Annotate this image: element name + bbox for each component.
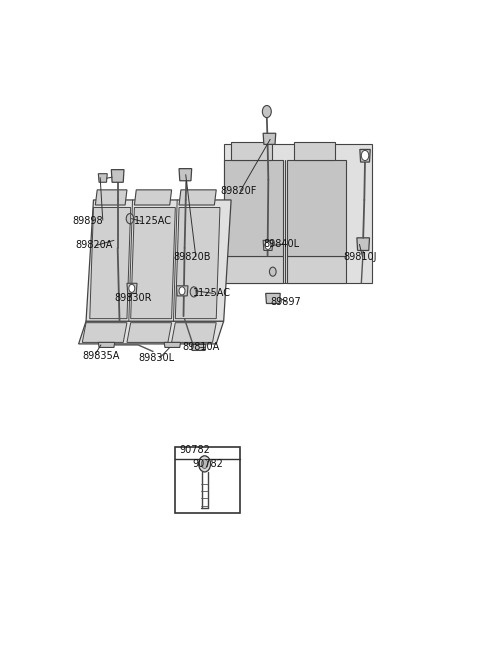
Text: 89830L: 89830L <box>138 353 174 363</box>
Polygon shape <box>263 133 276 144</box>
Bar <box>175 447 240 513</box>
Text: 89820A: 89820A <box>75 240 112 251</box>
Polygon shape <box>224 159 283 255</box>
Polygon shape <box>83 323 127 342</box>
Circle shape <box>201 459 208 468</box>
Polygon shape <box>266 293 280 304</box>
Circle shape <box>199 456 211 472</box>
Polygon shape <box>172 323 216 342</box>
Polygon shape <box>224 255 283 283</box>
Polygon shape <box>179 169 192 181</box>
Text: 89820B: 89820B <box>173 251 211 262</box>
Polygon shape <box>98 342 115 348</box>
Polygon shape <box>127 283 137 293</box>
Circle shape <box>263 106 271 117</box>
Polygon shape <box>360 150 370 162</box>
Polygon shape <box>224 144 372 283</box>
Text: 89835A: 89835A <box>83 350 120 361</box>
Circle shape <box>269 267 276 276</box>
Text: 1125AC: 1125AC <box>134 216 172 226</box>
Polygon shape <box>131 207 175 319</box>
Polygon shape <box>96 190 127 205</box>
Circle shape <box>190 287 198 297</box>
Polygon shape <box>164 342 180 348</box>
Polygon shape <box>192 344 206 350</box>
Text: 89810J: 89810J <box>344 251 377 262</box>
Circle shape <box>361 150 369 161</box>
Polygon shape <box>111 170 124 182</box>
Polygon shape <box>287 159 347 255</box>
Text: 1125AC: 1125AC <box>193 289 231 298</box>
Text: 90782: 90782 <box>180 445 211 455</box>
Text: 89820F: 89820F <box>220 186 256 196</box>
Polygon shape <box>177 286 188 296</box>
Circle shape <box>129 284 135 293</box>
Text: 89898: 89898 <box>72 216 103 226</box>
Text: 89897: 89897 <box>270 297 301 307</box>
Polygon shape <box>86 200 231 321</box>
Polygon shape <box>79 321 224 344</box>
Text: 90782: 90782 <box>192 459 223 469</box>
Text: 89810A: 89810A <box>183 342 220 352</box>
Circle shape <box>126 214 133 224</box>
Polygon shape <box>134 190 172 205</box>
Polygon shape <box>287 255 347 283</box>
Circle shape <box>179 287 185 295</box>
Polygon shape <box>231 142 272 159</box>
Polygon shape <box>98 174 107 182</box>
Polygon shape <box>90 207 131 319</box>
Polygon shape <box>175 207 220 319</box>
Text: 89830R: 89830R <box>114 293 152 304</box>
Circle shape <box>265 241 271 249</box>
Polygon shape <box>127 323 172 342</box>
Polygon shape <box>357 238 370 251</box>
Polygon shape <box>179 190 216 205</box>
Polygon shape <box>263 240 273 251</box>
Text: 89840L: 89840L <box>264 239 300 249</box>
Polygon shape <box>294 142 335 159</box>
